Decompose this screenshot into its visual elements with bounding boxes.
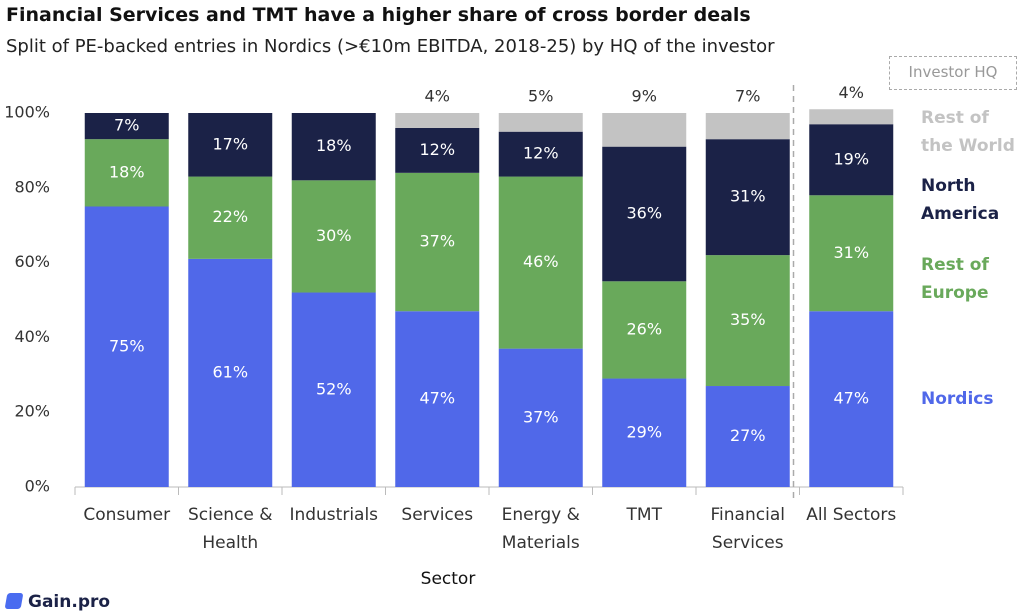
value-label: 52% [316,379,352,398]
value-label: 37% [419,232,455,251]
value-label: 26% [626,319,662,338]
value-label: 47% [419,389,455,408]
value-label: 35% [730,310,766,329]
value-label: 18% [316,136,352,155]
x-tick-label: Energy & Materials [501,505,580,553]
bar-segment [84,139,169,207]
value-label: 47% [833,389,869,408]
value-label: 12% [523,144,559,163]
bar-segment [395,127,480,173]
bar-segment [395,113,480,128]
x-tick-label: TMT [626,505,662,525]
bar-segment [395,172,480,312]
chart-title: Financial Services and TMT have a higher… [6,4,751,26]
value-label: 4% [425,87,450,106]
value-label: 46% [523,252,559,271]
legend-entry: Rest of the World [921,108,1015,156]
y-tick-label: 100% [4,103,50,122]
legend-title: Investor HQ [889,56,1017,90]
bar-segment [705,255,790,387]
x-axis-title: Sector [420,569,476,589]
value-label: 36% [626,203,662,222]
value-label: 7% [114,116,139,135]
y-tick-label: 80% [14,177,50,196]
value-label: 12% [419,140,455,159]
bar-segment [291,113,376,181]
bar-segment [498,113,583,132]
bar-segment [84,206,169,487]
value-label: 31% [833,243,869,262]
bar-segment [809,109,894,125]
value-label: 27% [730,426,766,445]
value-label: 19% [833,149,869,168]
bar-segment [188,176,273,259]
bar-segment [84,113,169,140]
bar-segment [809,124,894,196]
value-label: 61% [212,362,248,381]
x-tick-label: Financial Services [710,505,785,553]
chart-subtitle: Split of PE-backed entries in Nordics (>… [6,36,775,57]
bar-segment [602,113,687,147]
bar-segment [809,195,894,312]
bar-segment [705,113,790,140]
bar-segment [188,258,273,487]
legend-entry: Rest of Europe [921,255,989,303]
bar-segment [809,311,894,487]
bar-segment [291,292,376,487]
y-tick-label: 60% [14,252,50,271]
x-tick-label: Science & Health [187,505,273,553]
footer: Gain.pro [28,592,111,612]
bar-segment [602,378,687,487]
value-label: 30% [316,226,352,245]
legend-entry: Nordics [921,389,994,409]
value-label: 29% [626,422,662,441]
value-label: 17% [212,134,248,153]
bar-segment [498,176,583,349]
bar-segment [705,386,790,487]
y-tick-label: 40% [14,327,50,346]
x-tick-label: Services [401,505,474,525]
bar-segment [705,139,790,256]
value-label: 4% [839,83,864,102]
legend-entry: North America [921,176,1000,224]
x-tick-label: All Sectors [806,505,897,525]
y-tick-label: 0% [25,477,50,496]
logo [4,593,24,609]
value-label: 75% [109,336,145,355]
bar-segment [188,113,273,177]
y-tick-label: 20% [14,402,50,421]
bar-segment [498,131,583,177]
bar-segment [602,146,687,282]
x-tick-label: Industrials [289,505,379,525]
bar-segment [291,180,376,293]
value-label: 31% [730,187,766,206]
value-label: 37% [523,407,559,426]
value-label: 7% [735,87,760,106]
value-label: 5% [528,87,553,106]
value-label: 18% [109,162,145,181]
value-label: 22% [212,207,248,226]
x-tick-label: Consumer [83,505,171,525]
bar-segment [602,281,687,379]
value-label: 9% [632,87,657,106]
bar-segment [498,348,583,487]
bar-segment [395,311,480,487]
